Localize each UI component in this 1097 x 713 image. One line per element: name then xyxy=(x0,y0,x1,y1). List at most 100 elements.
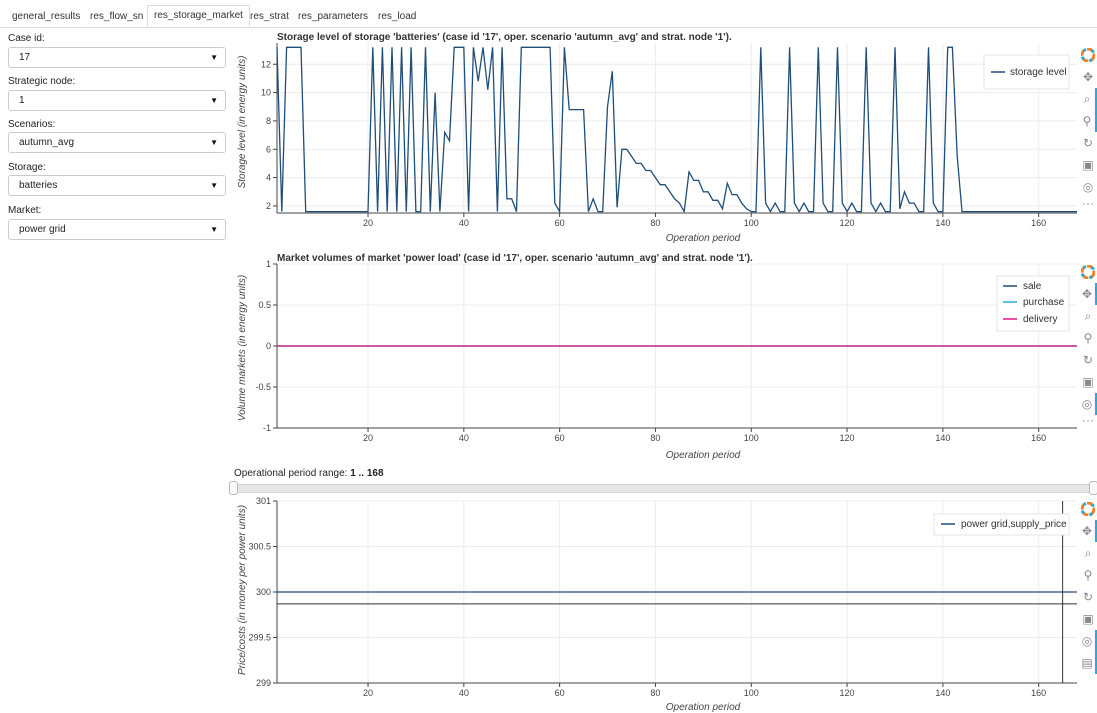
tab-res-strat[interactable]: res_strat xyxy=(250,11,289,22)
case-id-label: Case id: xyxy=(8,33,45,44)
wheel-zoom-icon[interactable]: ⚲ xyxy=(1083,568,1093,582)
y-tick-label: -0.5 xyxy=(255,382,271,392)
reset-icon[interactable]: ↻ xyxy=(1082,590,1094,604)
box-zoom-icon[interactable]: ⌕ xyxy=(1079,88,1097,110)
scenarios-label: Scenarios: xyxy=(8,119,56,130)
save-icon[interactable]: ▣ xyxy=(1082,158,1094,172)
x-tick-label: 160 xyxy=(1031,218,1046,228)
y-tick-label: 12 xyxy=(261,59,271,69)
pan-icon[interactable]: ✥ xyxy=(1082,70,1094,84)
slider-handle-max[interactable] xyxy=(1089,481,1097,495)
x-tick-label: 80 xyxy=(650,218,660,228)
x-tick-label: 100 xyxy=(744,688,759,698)
range-label: Operational period range: 1 .. 168 xyxy=(234,468,384,479)
case-id-value: 17 xyxy=(19,52,31,63)
y-axis-label: Price/costs (in money per power units) xyxy=(237,505,248,675)
comment-icon[interactable]: ▤ xyxy=(1079,652,1097,674)
hover-icon[interactable]: ◎ xyxy=(1082,180,1094,194)
box-zoom-icon[interactable]: ⌕ xyxy=(1084,546,1092,560)
x-tick-label: 100 xyxy=(744,218,759,228)
y-tick-label: 301 xyxy=(256,496,271,506)
x-axis-label: Operation period xyxy=(666,450,741,461)
chevron-down-icon: ▼ xyxy=(210,181,218,190)
box-zoom-icon[interactable]: ⌕ xyxy=(1084,309,1092,323)
strategic-node-select[interactable]: 1 ▼ xyxy=(8,90,226,111)
legend-label-purchase: purchase xyxy=(1023,297,1065,308)
x-tick-label: 80 xyxy=(650,433,660,443)
price-chart[interactable]: Price/costs (in money per power units) O… xyxy=(228,496,1078,713)
strategic-node-value: 1 xyxy=(19,95,25,106)
strategic-node-label: Strategic node: xyxy=(8,76,76,87)
reset-icon[interactable]: ↻ xyxy=(1082,136,1094,150)
hover-icon[interactable]: ◎ xyxy=(1079,393,1097,415)
chevron-down-icon: ▼ xyxy=(210,96,218,105)
x-tick-label: 20 xyxy=(363,433,373,443)
bokeh-logo-icon[interactable] xyxy=(1079,44,1097,66)
wheel-zoom-icon[interactable]: ⚲ xyxy=(1079,110,1097,132)
more-icon[interactable]: ··· xyxy=(1082,413,1094,427)
x-tick-label: 60 xyxy=(555,218,565,228)
x-tick-label: 140 xyxy=(935,688,950,698)
scenarios-select[interactable]: autumn_avg ▼ xyxy=(8,132,226,153)
x-tick-label: 120 xyxy=(840,688,855,698)
chart-title: Market volumes of market 'power load' (c… xyxy=(277,253,753,264)
x-tick-label: 20 xyxy=(363,688,373,698)
period-range-slider[interactable] xyxy=(229,481,1097,495)
storage-select[interactable]: batteries ▼ xyxy=(8,175,226,196)
more-icon[interactable]: ··· xyxy=(1082,196,1094,210)
tab-res-load[interactable]: res_load xyxy=(378,11,417,22)
tab-bar: general_results res_flow_sn res_storage_… xyxy=(0,0,1097,28)
y-tick-label: 299.5 xyxy=(248,633,271,643)
hover-icon[interactable]: ◎ xyxy=(1079,630,1097,652)
x-tick-label: 40 xyxy=(459,688,469,698)
y-tick-label: 300 xyxy=(256,587,271,597)
legend-label-supply-price: power grid,supply_price xyxy=(961,519,1067,530)
x-tick-label: 160 xyxy=(1031,433,1046,443)
legend-label-delivery: delivery xyxy=(1023,314,1057,325)
wheel-zoom-icon[interactable]: ⚲ xyxy=(1083,331,1093,345)
x-tick-label: 160 xyxy=(1031,688,1046,698)
scenarios-value: autumn_avg xyxy=(19,137,75,148)
legend-label-storage-level: storage level xyxy=(1010,67,1067,78)
tab-general-results[interactable]: general_results xyxy=(12,11,81,22)
x-tick-label: 80 xyxy=(650,688,660,698)
bokeh-logo-icon[interactable] xyxy=(1079,261,1097,283)
save-icon[interactable]: ▣ xyxy=(1082,612,1094,626)
chevron-down-icon: ▼ xyxy=(210,225,218,234)
y-tick-label: 1 xyxy=(266,259,271,269)
storage-value: batteries xyxy=(19,180,58,191)
chevron-down-icon: ▼ xyxy=(210,138,218,147)
case-id-select[interactable]: 17 ▼ xyxy=(8,47,226,68)
price-chart-toolbar: ✥ ⌕ ⚲ ↻ ▣ ◎ ▤ xyxy=(1079,498,1097,674)
y-tick-label: 0.5 xyxy=(258,300,271,310)
storage-level-chart[interactable]: Storage level of storage 'batteries' (ca… xyxy=(228,30,1078,245)
x-tick-label: 100 xyxy=(744,433,759,443)
y-tick-label: 300.5 xyxy=(248,542,271,552)
reset-icon[interactable]: ↻ xyxy=(1082,353,1094,367)
plot-area: 20 40 60 80 100 120 140 160 -1 -0.5 0 0.5 1 xyxy=(255,259,1077,443)
y-axis-label: Storage level (in energy units) xyxy=(237,56,248,189)
tab-res-flow-sn[interactable]: res_flow_sn xyxy=(90,11,144,22)
x-tick-label: 60 xyxy=(555,688,565,698)
x-tick-label: 140 xyxy=(935,433,950,443)
market-volumes-chart[interactable]: Market volumes of market 'power load' (c… xyxy=(228,251,1078,463)
x-tick-label: 40 xyxy=(459,218,469,228)
save-icon[interactable]: ▣ xyxy=(1082,375,1094,389)
slider-handle-min[interactable] xyxy=(229,481,238,495)
pan-icon[interactable]: ✥ xyxy=(1079,283,1097,305)
x-tick-label: 20 xyxy=(363,218,373,228)
x-tick-label: 140 xyxy=(935,218,950,228)
x-axis-label: Operation period xyxy=(666,702,741,713)
tab-res-storage-market[interactable]: res_storage_market xyxy=(147,5,250,27)
pan-icon[interactable]: ✥ xyxy=(1079,520,1097,542)
y-tick-label: -1 xyxy=(263,423,271,433)
tab-res-parameters[interactable]: res_parameters xyxy=(298,11,369,22)
market-select[interactable]: power grid ▼ xyxy=(8,219,226,240)
bokeh-logo-icon[interactable] xyxy=(1079,498,1097,520)
market-value: power grid xyxy=(19,224,66,235)
range-label-text: Operational period range: xyxy=(234,468,351,479)
x-tick-label: 120 xyxy=(840,433,855,443)
legend: storage level xyxy=(983,54,1070,90)
chevron-down-icon: ▼ xyxy=(210,53,218,62)
x-tick-label: 60 xyxy=(555,433,565,443)
